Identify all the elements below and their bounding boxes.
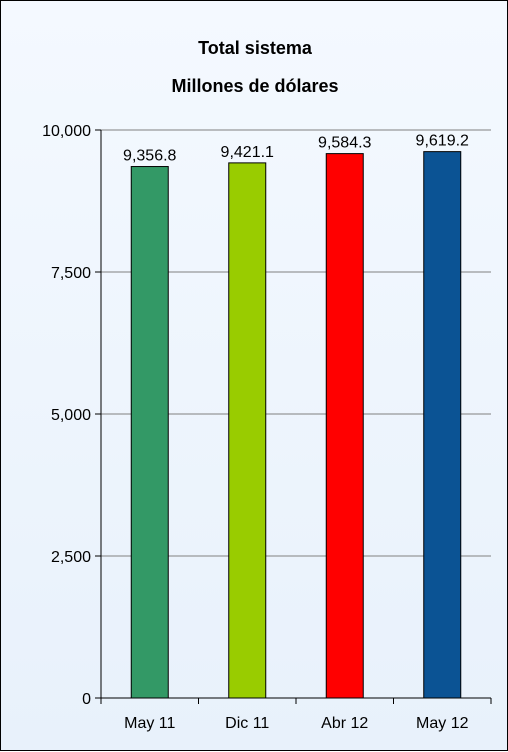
bar [325,153,364,699]
x-tick-label: May 12 [416,715,469,732]
x-tick-label: Dic 11 [225,715,269,732]
data-label: 9,619.2 [416,133,469,150]
bar [228,162,267,699]
x-tick-label: May 11 [124,715,175,732]
x-tick-label: Abr 12 [321,715,368,732]
bar [423,151,462,699]
data-label: 9,584.3 [318,135,371,152]
y-tick-label: 0 [82,691,91,708]
y-tick-label: 10,000 [42,123,91,140]
bar [130,166,169,699]
data-label: 9,356.8 [123,148,176,165]
data-label: 9,421.1 [221,144,274,161]
y-tick-label: 7,500 [51,265,91,282]
chart-title: Total sistema [198,38,312,58]
y-tick-label: 2,500 [51,549,91,566]
y-tick-label: 5,000 [51,407,91,424]
chart-subtitle: Millones de dólares [171,76,339,96]
